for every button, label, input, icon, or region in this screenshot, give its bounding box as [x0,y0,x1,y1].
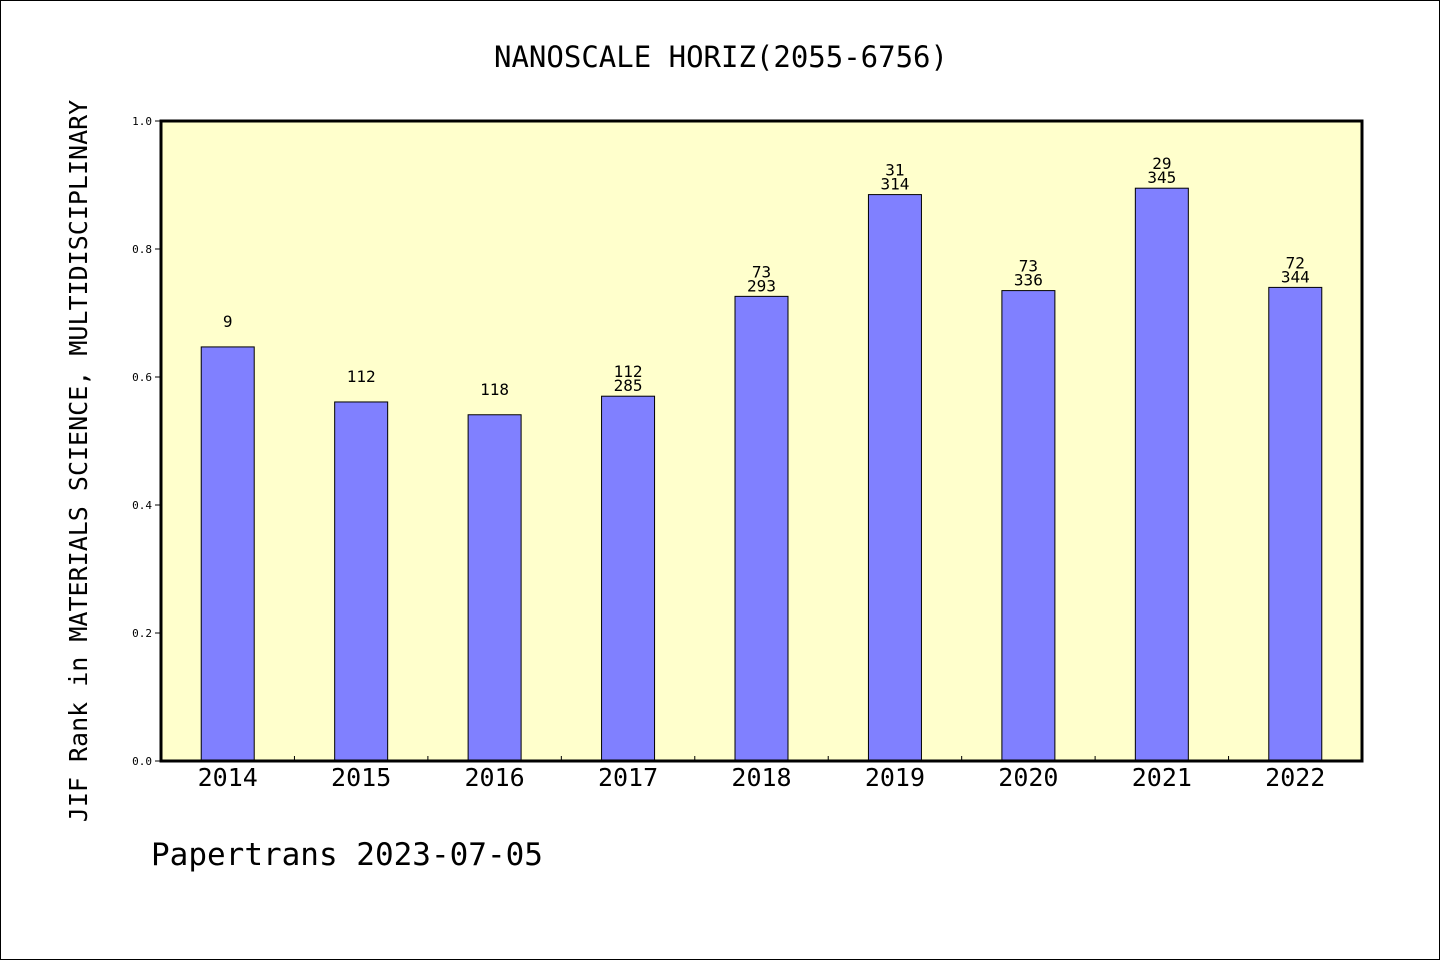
chart-title: NANOSCALE HORIZ(2055-6756) [494,40,948,74]
y-axis-ticks: 0.0 0.2 0.4 0.6 0.8 1.0 [132,115,161,768]
bar-total-label: 314 [880,175,909,194]
y-tick-label: 0.8 [132,243,152,256]
bar-rank-label: 112 [347,367,376,386]
x-tick-label: 2019 [865,763,925,792]
y-axis-label: JIF Rank in MATERIALS SCIENCE, MULTIDISC… [64,100,93,822]
x-tick-label: 2022 [1265,763,1325,792]
bar-total-label: 293 [747,276,776,295]
x-tick-label: 2016 [465,763,525,792]
y-tick-label: 1.0 [132,115,152,128]
bar [467,414,522,762]
y-tick-label: 0.4 [132,499,152,512]
bar [334,401,389,762]
bar-rank-label: 29 [1152,154,1171,173]
x-tick-label: 2014 [198,763,258,792]
bar-rank-label: 73 [1019,257,1038,276]
bar-rank-label: 72 [1286,253,1305,272]
x-tick-label: 2017 [598,763,658,792]
bar-total-label: 345 [1147,168,1176,187]
bar [1001,290,1056,762]
bar [734,295,789,762]
bar-rank-label: 31 [885,161,904,180]
y-tick-label: 0.0 [132,755,152,768]
bar-total-label: 344 [1281,267,1310,286]
x-tick-label: 2020 [998,763,1058,792]
bar-rank-label: 112 [614,362,643,381]
bar [200,346,255,762]
bar-rank-label: 118 [480,380,509,399]
bar-total-label: 285 [614,376,643,395]
bar-total-label: 336 [1014,271,1043,290]
y-tick-label: 0.2 [132,627,152,640]
x-axis-ticks: 2014 2015 2016 2017 2018 2019 2020 2021 2022 [198,756,1325,792]
x-tick-label: 2021 [1132,763,1192,792]
x-tick-label: 2018 [731,763,791,792]
bar [1134,187,1189,762]
y-tick-label: 0.6 [132,371,152,384]
footer-text: Papertrans 2023-07-05 [151,837,543,873]
bar-rank-label: 9 [223,312,233,331]
plot-border [159,119,1364,763]
bar [1268,286,1323,762]
bar [867,194,922,762]
bar [601,395,656,762]
bars [200,187,1323,762]
x-tick-label: 2015 [331,763,391,792]
bar-rank-label: 73 [752,262,771,281]
